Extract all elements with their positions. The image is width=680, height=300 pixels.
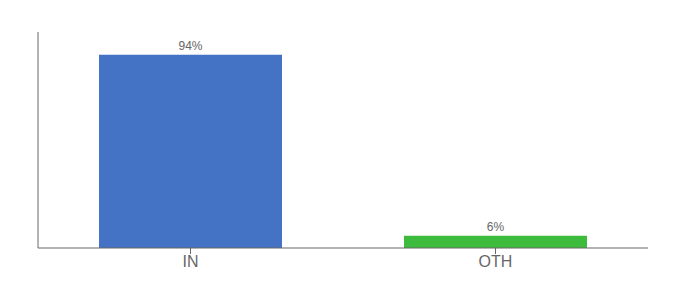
svg-text:94%: 94%	[178, 39, 202, 53]
svg-text:6%: 6%	[487, 220, 505, 234]
svg-text:IN: IN	[183, 253, 199, 270]
svg-text:OTH: OTH	[479, 253, 513, 270]
